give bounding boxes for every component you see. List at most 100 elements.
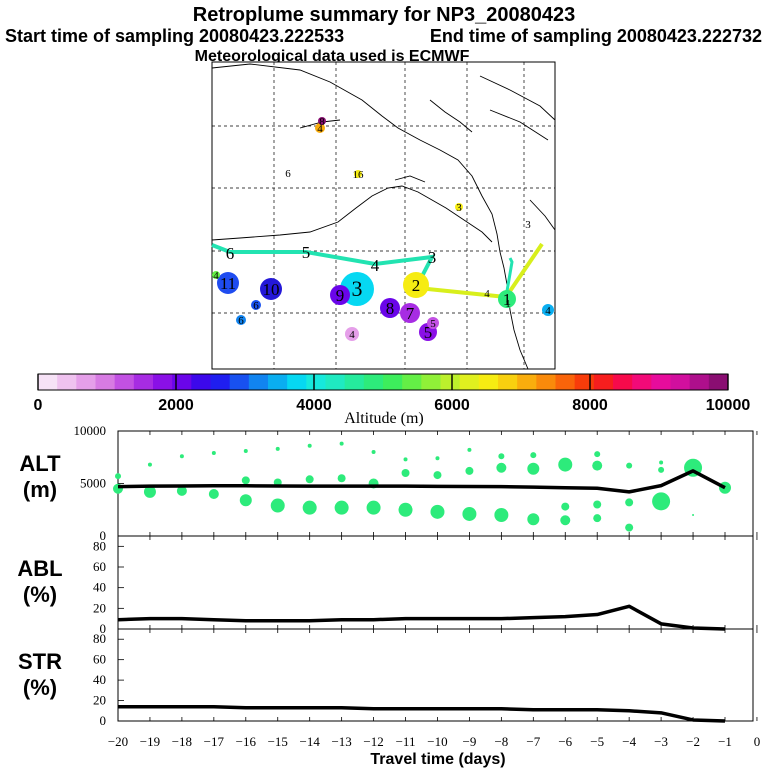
altitude-scatter-point: [659, 460, 664, 465]
x-tick-label: −13: [331, 734, 351, 749]
map-point-label: 16: [353, 169, 365, 181]
altitude-scatter-point: [371, 450, 376, 454]
map-point-label: 10: [263, 280, 280, 299]
map-point-label: 5: [430, 318, 436, 330]
altitude-scatter-point: [560, 515, 571, 526]
altitude-scatter-point: [527, 462, 540, 475]
colorbar-swatch: [498, 374, 518, 390]
map-point-label: 4: [349, 329, 355, 341]
colorbar-swatch: [517, 374, 537, 390]
map-point-label: 4: [213, 270, 219, 282]
map-point-label: 7: [406, 304, 415, 323]
altitude-scatter-point: [147, 462, 152, 467]
altitude-scatter-point: [498, 453, 505, 460]
altitude-scatter-point: [337, 474, 346, 483]
colorbar-swatch: [95, 374, 116, 390]
y-tick-label: 60: [93, 652, 106, 667]
y-tick-label: 40: [93, 672, 106, 687]
colorbar-tick-label: 6000: [434, 397, 470, 414]
y-tick-label: 0: [100, 621, 107, 636]
colorbar-swatch: [670, 374, 691, 390]
colorbar-swatch: [287, 374, 307, 390]
x-tick-label: −9: [462, 734, 476, 749]
altitude-scatter-point: [239, 494, 252, 507]
series-line-str: [118, 704, 726, 723]
panel-ylabel: ALT: [19, 451, 61, 476]
altitude-scatter-point: [592, 460, 603, 471]
map-point-label: 1: [505, 298, 511, 310]
trajectory-line: [211, 243, 436, 285]
x-tick-label: −11: [396, 734, 416, 749]
colorbar-swatch: [363, 374, 384, 390]
map-point-label: 8: [319, 116, 325, 128]
map-point-label: 9: [336, 286, 345, 305]
map-plume-marker: [236, 315, 246, 325]
altitude-scatter-point: [593, 500, 602, 509]
series-line-alt: [117, 469, 726, 494]
colorbar-tick-label: 0: [34, 397, 43, 414]
altitude-scatter-point: [465, 466, 474, 475]
panel-ylabel: STR: [18, 649, 62, 674]
map-plume-marker: [354, 170, 362, 178]
map-point-label: 6: [226, 244, 235, 263]
altitude-scatter-point: [366, 500, 381, 515]
panels-frame: [117, 430, 754, 722]
x-tick-label: −18: [172, 734, 192, 749]
map-plume-marker: [318, 117, 326, 125]
altitude-scatter-point: [625, 498, 634, 507]
x-tick-label: 0: [754, 734, 761, 749]
x-tick-label: −4: [622, 734, 636, 749]
colorbar-swatch: [593, 374, 614, 390]
x-tick-label: −6: [558, 734, 572, 749]
map-plume-marker: [260, 278, 282, 300]
map-plume-marker: [315, 123, 325, 133]
colorbar-swatch: [133, 374, 154, 390]
colorbar-swatch: [38, 374, 58, 390]
colorbar-swatch: [440, 374, 461, 390]
altitude-scatter-point: [143, 485, 156, 498]
altitude-colorbar: [37, 373, 729, 391]
altitude-scatter-point: [208, 489, 219, 499]
altitude-scatter-point: [496, 462, 507, 473]
map-point-label: 3: [456, 202, 462, 214]
y-tick-label: 40: [93, 580, 106, 595]
x-tick-label: −15: [268, 734, 288, 749]
altitude-scatter-point: [401, 469, 410, 477]
x-tick-label: −16: [236, 734, 257, 749]
x-tick-label: −10: [427, 734, 447, 749]
x-tick-label: −2: [686, 734, 700, 749]
altitude-scatter-point: [626, 462, 633, 469]
altitude-scatter-point: [658, 466, 665, 473]
x-tick-label: −5: [590, 734, 604, 749]
colorbar-swatch: [57, 374, 77, 390]
map-point-label: 4: [484, 288, 490, 300]
x-tick-label: −7: [526, 734, 540, 749]
map-point-label: 3: [428, 248, 437, 267]
colorbar-swatch: [383, 374, 403, 390]
altitude-scatter-point: [115, 473, 121, 480]
altitude-scatter-point: [652, 492, 671, 511]
map-point-label: 4: [371, 256, 380, 275]
map-point-label: 3: [352, 276, 363, 301]
map-plume-marker: [345, 327, 359, 341]
altitude-scatter-point: [211, 451, 216, 456]
colorbar-swatch: [306, 374, 326, 390]
colorbar-ticks: 0 2000 4000 6000 8000 10000: [34, 374, 750, 414]
map-point-label: 11: [220, 274, 236, 293]
panel-ylabel-unit: (%): [23, 582, 57, 607]
x-tick-label: −1: [718, 734, 732, 749]
altitude-scatter-point: [430, 504, 445, 519]
altitude-scatter-point: [593, 514, 602, 523]
map-frame: [211, 61, 556, 370]
map-point-label: 4: [545, 305, 551, 317]
y-tick-label: 5000: [80, 476, 106, 491]
map-point-label: 6: [238, 315, 244, 327]
altitude-scatter-point: [305, 475, 314, 484]
colorbar-swatch: [459, 374, 480, 390]
map-point-label: 4: [317, 123, 323, 135]
map-plume-marker: [400, 303, 420, 323]
map-point-label: 5: [424, 323, 433, 342]
map-plume-marker: [498, 290, 516, 308]
altitude-scatter-point: [561, 502, 570, 511]
map-plume-marker: [251, 300, 261, 310]
